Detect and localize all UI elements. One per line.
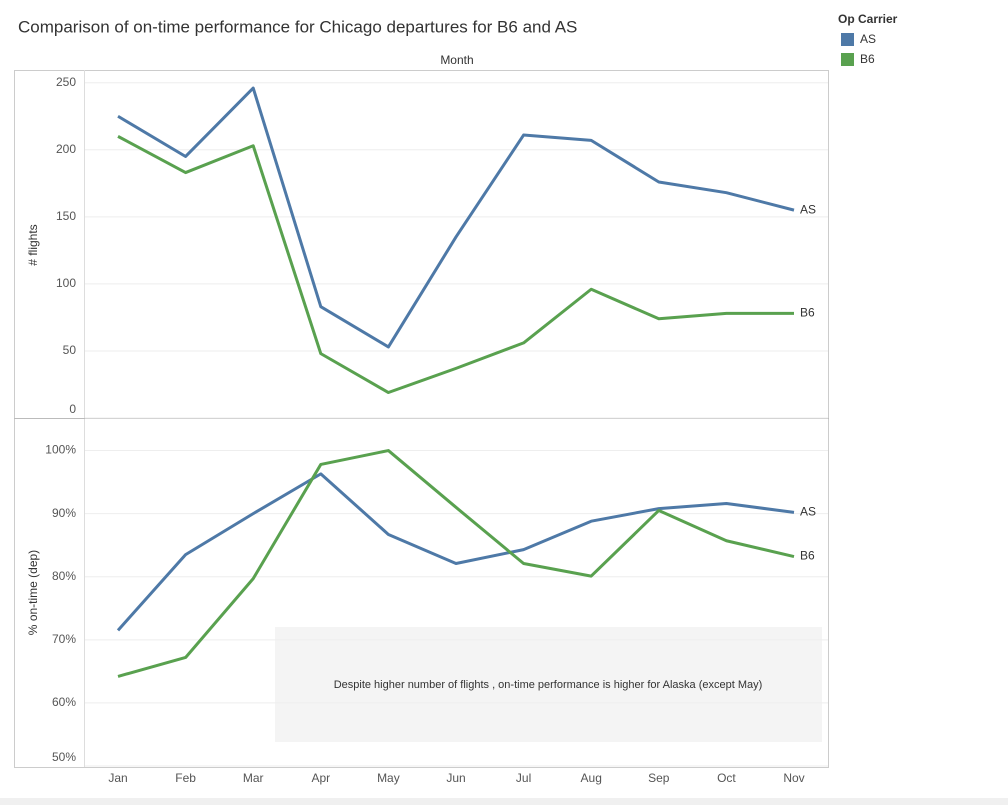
x-axis-header: Month xyxy=(440,53,473,67)
x-tick-label: Feb xyxy=(175,771,196,785)
y-axis-label: % on-time (dep) xyxy=(26,550,40,635)
x-tick-label: Jan xyxy=(108,771,127,785)
x-tick-label: Sep xyxy=(648,771,670,785)
end-label: B6 xyxy=(800,549,815,563)
y-tick-label: 0 xyxy=(69,402,76,416)
x-tick-label: Aug xyxy=(581,771,602,785)
y-tick-label: 100 xyxy=(56,276,76,290)
chart-title: Comparison of on-time performance for Ch… xyxy=(18,17,577,36)
end-label: B6 xyxy=(800,306,815,320)
end-label: AS xyxy=(800,202,816,216)
annotation-box xyxy=(275,627,822,742)
x-tick-label: Nov xyxy=(783,771,804,785)
series-line xyxy=(116,472,795,632)
x-tick-label: Jul xyxy=(516,771,531,785)
y-tick-label: 100% xyxy=(45,443,76,457)
y-tick-label: 150 xyxy=(56,209,76,223)
footer-strip xyxy=(0,798,1008,805)
y-tick-label: 80% xyxy=(52,569,76,583)
y-tick-label: 200 xyxy=(56,142,76,156)
legend-entry: AS xyxy=(860,32,876,46)
legend-swatch xyxy=(841,53,854,66)
annotation: Despite higher number of flights , on-ti… xyxy=(334,679,763,691)
x-tick-label: Apr xyxy=(311,771,330,785)
y-axis-label: # flights xyxy=(26,224,40,265)
legend-entry: B6 xyxy=(860,52,875,66)
legend-swatch xyxy=(841,33,854,46)
series-line xyxy=(117,86,795,349)
y-tick-label: 70% xyxy=(52,632,76,646)
y-tick-label: 90% xyxy=(52,506,76,520)
x-tick-label: Jun xyxy=(446,771,465,785)
legend-title: Op Carrier xyxy=(838,12,898,26)
series-line xyxy=(117,135,794,395)
end-label: AS xyxy=(800,505,816,519)
x-tick-label: May xyxy=(377,771,400,785)
x-tick-label: Oct xyxy=(717,771,736,785)
y-tick-label: 60% xyxy=(52,695,76,709)
y-tick-label: 50 xyxy=(63,343,77,357)
y-tick-label: 50% xyxy=(52,750,76,764)
y-tick-label: 250 xyxy=(56,75,76,89)
x-tick-label: Mar xyxy=(243,771,264,785)
series-line xyxy=(117,449,795,678)
